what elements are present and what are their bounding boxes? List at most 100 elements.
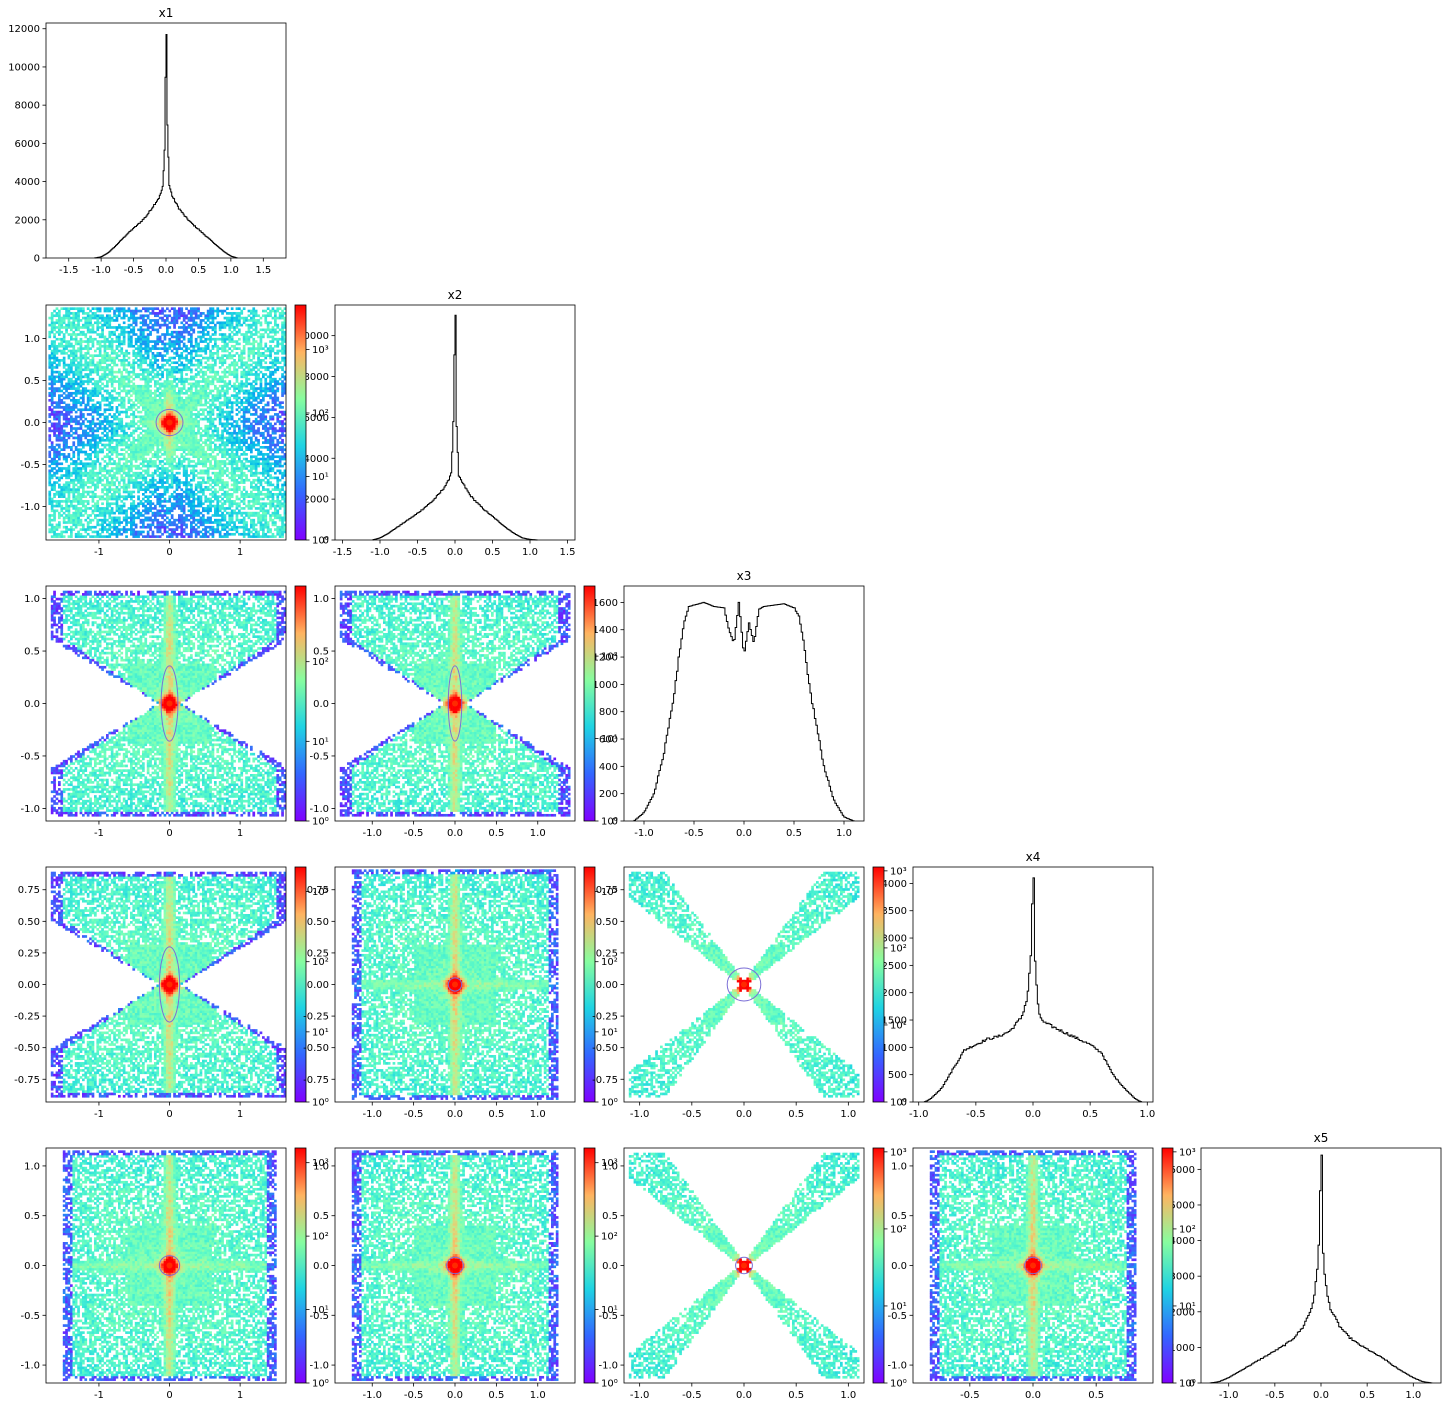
hist2d-cell [103, 389, 107, 393]
hist2d-cell [108, 516, 112, 520]
hist2d-cell [74, 462, 78, 466]
hist2d-cell [206, 427, 210, 430]
hist2d-cell [72, 478, 76, 482]
hist2d-cell [103, 361, 107, 365]
hist2d-cell [144, 410, 148, 414]
hist2d-cell [67, 431, 71, 435]
hist2d-cell [168, 453, 172, 456]
hist2d-cell [86, 455, 90, 459]
hist2d-cell [149, 391, 152, 395]
hist2d-cell [178, 401, 181, 404]
hist2d-cell [211, 319, 215, 322]
hist2d-cell [82, 330, 85, 334]
hist2d-cell [182, 326, 186, 329]
hist2d-cell [103, 344, 107, 348]
hist2d-cell [216, 462, 220, 466]
hist2d-cell [113, 326, 116, 329]
hist2d-cell [74, 427, 78, 430]
hist2d-cell [170, 493, 174, 496]
hist2d-cell [170, 342, 174, 346]
hist2d-cell [77, 309, 80, 313]
hist2d-cell [77, 438, 80, 442]
hist2d-cell [206, 436, 210, 440]
hist2d-cell [204, 434, 208, 437]
hist2d-cell [175, 401, 179, 404]
hist2d-cell [55, 504, 59, 508]
hist2d-cell [65, 497, 68, 501]
hist2d-cell [158, 366, 162, 369]
hist2d-cell [185, 359, 188, 362]
hist2d-cell [214, 464, 217, 468]
hist2d-cell [190, 450, 193, 454]
hist2d-cell [146, 340, 150, 343]
hist2d-cell [151, 417, 155, 421]
hist2d-cell [50, 328, 54, 332]
hist2d-cell [190, 507, 193, 510]
hist2d-cell [137, 349, 140, 353]
hist2d-cell [166, 328, 169, 332]
hist2d-cell [132, 424, 136, 428]
hist2d-cell [67, 455, 71, 459]
hist2d-cell [67, 384, 71, 388]
hist2d-cell [216, 464, 220, 468]
hist2d-cell [74, 500, 78, 503]
hist2d-cell [101, 340, 104, 343]
hist2d-cell [103, 340, 107, 343]
hist2d-cell [209, 528, 212, 531]
hist2d-cell [166, 326, 169, 329]
hist2d-cell [89, 434, 92, 437]
hist2d-cell [91, 429, 95, 433]
hist2d-cell [180, 493, 184, 496]
hist2d-cell [146, 349, 150, 353]
hist2d-cell [50, 401, 54, 404]
hist2d-cell [194, 399, 198, 402]
hist2d-cell [194, 497, 198, 501]
hist2d-cell [185, 483, 188, 487]
hist2d-cell [55, 337, 59, 341]
hist2d-cell [115, 535, 119, 538]
hist2d-cell [132, 387, 136, 390]
hist2d-cell [151, 319, 155, 322]
hist2d-cell [86, 316, 90, 320]
hist2d-cell [216, 377, 220, 381]
hist2d-cell [218, 347, 222, 350]
hist2d-cell [48, 516, 52, 520]
hist2d-cell [168, 413, 172, 416]
hist2d-cell [67, 514, 71, 517]
hist2d-cell [202, 509, 205, 513]
hist2d-cell [187, 438, 191, 442]
hist2d-cell [132, 455, 136, 459]
hist2d-cell [62, 359, 66, 362]
hist2d-cell [84, 319, 88, 322]
hist2d-cell [187, 424, 191, 428]
hist2d-cell [55, 330, 59, 334]
hist2d-cell [127, 309, 131, 313]
hist2d-cell [142, 417, 145, 421]
hist2d-cell [113, 349, 116, 353]
hist2d-cell [132, 495, 136, 498]
hist2d-cell [67, 434, 71, 437]
hist2d-cell [154, 535, 157, 538]
hist2d-cell [50, 467, 54, 470]
hist2d-cell [101, 488, 104, 491]
hist2d-cell [216, 518, 220, 522]
hist2d-cell [190, 460, 193, 463]
hist2d-cell [58, 330, 61, 334]
hist2d-cell [142, 462, 145, 466]
hist2d-cell [144, 370, 148, 374]
hist2d-cell [214, 457, 217, 461]
hist2d-cell [96, 422, 100, 426]
hist2d-cell [79, 384, 83, 388]
hist2d-cell [77, 342, 80, 346]
hist2d-cell [139, 335, 143, 339]
hist2d-cell [178, 380, 181, 383]
hist2d-cell [48, 514, 52, 517]
hist2d-cell [180, 417, 184, 421]
hist2d-cell [146, 377, 150, 381]
hist2d-cell [142, 319, 145, 322]
hist2d-cell [48, 391, 52, 395]
hist2d-cell [120, 427, 124, 430]
hist2d-cell [48, 366, 52, 369]
hist2d-cell [65, 481, 68, 484]
hist2d-cell [142, 384, 145, 388]
